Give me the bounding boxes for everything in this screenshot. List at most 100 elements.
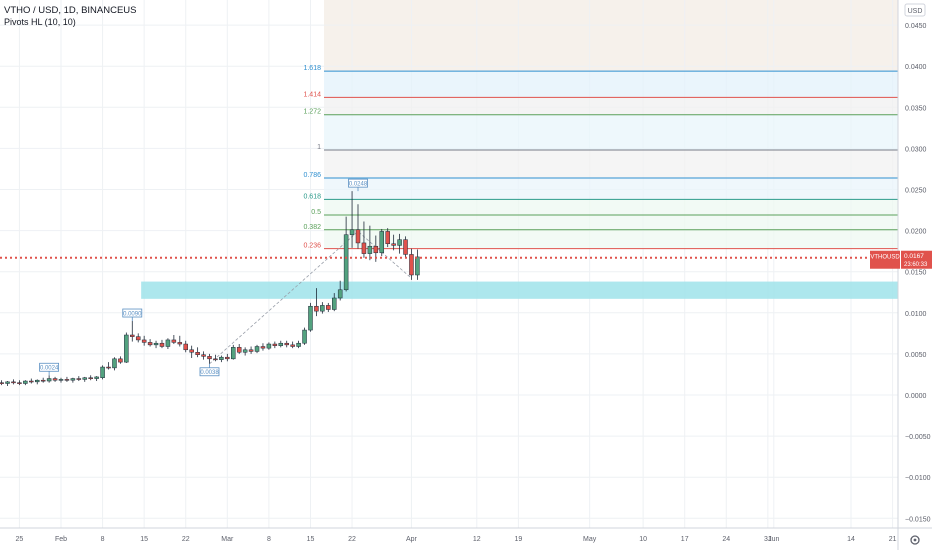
candle[interactable]	[88, 375, 93, 381]
candle[interactable]	[52, 376, 58, 382]
candle[interactable]	[23, 380, 28, 386]
candle[interactable]	[296, 340, 301, 349]
candle[interactable]	[195, 347, 200, 358]
time-tick-label: 15	[140, 536, 148, 543]
candle[interactable]	[331, 293, 337, 312]
candle[interactable]	[189, 345, 194, 359]
candle-body	[248, 349, 254, 352]
candle-body	[112, 358, 117, 369]
candle[interactable]	[314, 288, 319, 317]
candle[interactable]	[260, 343, 266, 351]
fib-label: 1	[317, 144, 321, 151]
candle-body	[331, 297, 337, 310]
last-price-value: 0.0167	[904, 253, 924, 260]
price-tick-label: 0.0300	[905, 146, 927, 153]
candle[interactable]	[58, 377, 64, 383]
candle[interactable]	[141, 335, 147, 346]
candle[interactable]	[302, 327, 307, 345]
candle[interactable]	[266, 342, 272, 350]
candle[interactable]	[385, 228, 390, 248]
candle[interactable]	[40, 377, 46, 383]
candle[interactable]	[34, 379, 40, 385]
candle[interactable]	[409, 248, 414, 280]
currency-button-label[interactable]: USD	[908, 8, 923, 15]
candle[interactable]	[130, 321, 135, 342]
candle[interactable]	[308, 302, 313, 332]
pivot-labels: 0.0024 0.0090 0.0038 0.0248	[39, 178, 368, 377]
candle[interactable]	[100, 365, 105, 380]
candle[interactable]	[379, 228, 385, 257]
candle[interactable]	[248, 346, 254, 354]
candle[interactable]	[219, 355, 224, 363]
gear-icon[interactable]	[910, 535, 920, 545]
candle[interactable]	[320, 302, 325, 314]
candle[interactable]	[5, 381, 10, 386]
candle[interactable]	[284, 340, 289, 348]
candle[interactable]	[11, 379, 16, 385]
candle[interactable]	[17, 380, 22, 386]
candle[interactable]	[242, 347, 248, 356]
candle[interactable]	[153, 340, 159, 349]
candle-body	[201, 354, 206, 357]
candle[interactable]	[290, 341, 295, 349]
candle[interactable]	[94, 376, 99, 382]
candle[interactable]	[403, 236, 408, 258]
candle-body	[337, 289, 343, 299]
candle[interactable]	[272, 341, 278, 349]
candle[interactable]	[207, 353, 212, 364]
candle[interactable]	[147, 339, 153, 347]
price-tick-label: −0.0150	[905, 516, 931, 523]
candle[interactable]	[70, 377, 76, 383]
candle[interactable]	[64, 376, 70, 382]
candle[interactable]	[201, 351, 206, 360]
candle[interactable]	[231, 344, 236, 360]
price-tick-label: 0.0250	[905, 188, 927, 195]
candle[interactable]	[397, 233, 402, 254]
currency-button[interactable]: USD	[904, 3, 926, 17]
candle[interactable]	[76, 376, 82, 382]
candle[interactable]	[29, 378, 34, 384]
candle-body	[242, 349, 248, 353]
candle[interactable]	[118, 356, 123, 364]
candle[interactable]	[343, 216, 349, 292]
candle[interactable]	[106, 362, 111, 370]
candle[interactable]	[254, 344, 260, 354]
candle-body	[135, 336, 141, 341]
candle[interactable]	[171, 334, 177, 345]
candle[interactable]	[278, 340, 284, 348]
candle[interactable]	[135, 333, 141, 343]
price-tick-label: 0.0100	[905, 311, 927, 318]
candle[interactable]	[391, 234, 396, 251]
candle[interactable]	[165, 338, 171, 349]
price-tick-label: −0.0050	[905, 434, 931, 441]
candle[interactable]	[82, 376, 88, 382]
candle[interactable]	[367, 225, 373, 261]
candle[interactable]	[415, 249, 420, 280]
candle[interactable]	[349, 191, 355, 248]
candle[interactable]	[177, 335, 183, 347]
currency-button-frame[interactable]	[904, 3, 926, 17]
time-tick-label: 31	[764, 536, 772, 543]
candle-body	[284, 342, 289, 346]
fib-label: 0.382	[303, 224, 321, 231]
candle[interactable]	[213, 354, 218, 362]
candle[interactable]	[337, 280, 343, 301]
candle[interactable]	[355, 204, 361, 249]
price-tick-label: 0.0150	[905, 270, 927, 277]
candle[interactable]	[0, 380, 4, 386]
price-axis[interactable]: 0.0450 0.0400 0.0350 0.0300 0.0250 0.0200 0.01…	[905, 23, 931, 523]
candle[interactable]	[124, 332, 129, 363]
candle[interactable]	[361, 221, 367, 258]
candle[interactable]	[112, 357, 117, 371]
candle[interactable]	[46, 375, 52, 383]
candle[interactable]	[225, 353, 230, 362]
candle[interactable]	[236, 344, 242, 354]
time-tick-label: 24	[722, 536, 730, 543]
candle-body	[379, 231, 385, 254]
candle[interactable]	[159, 339, 165, 349]
pivot-label: 0.0090	[122, 308, 143, 322]
candle[interactable]	[326, 302, 331, 312]
candle[interactable]	[183, 340, 188, 353]
